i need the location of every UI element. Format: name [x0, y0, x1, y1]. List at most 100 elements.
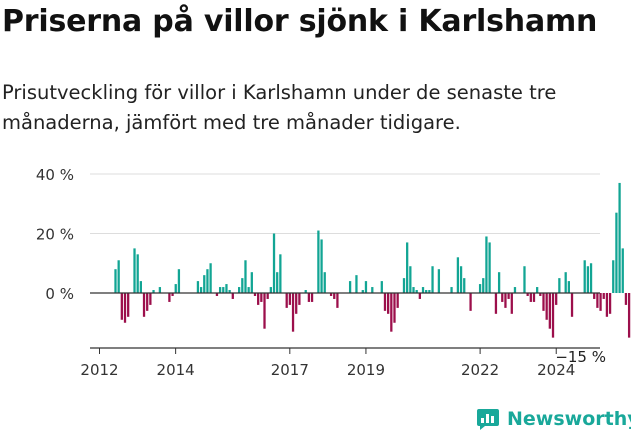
bar: [174, 284, 177, 293]
y-tick-label: 0 %: [45, 285, 74, 303]
grid-lines: [90, 173, 600, 234]
bar: [206, 269, 209, 293]
bar: [567, 281, 570, 293]
bar: [627, 293, 631, 338]
bar: [504, 293, 507, 308]
bars: [114, 182, 631, 338]
bar: [285, 293, 288, 308]
x-tick-label: 2022: [461, 361, 499, 379]
bar: [456, 257, 460, 293]
bar: [231, 293, 234, 299]
bar: [333, 293, 336, 299]
bar: [158, 287, 162, 293]
x-tick-label: 2014: [157, 361, 195, 379]
bar: [247, 287, 250, 293]
bar: [260, 293, 263, 302]
bar: [244, 260, 247, 293]
bar: [269, 287, 272, 293]
x-tick-label: 2019: [347, 361, 385, 379]
last-value-label: −15 %: [555, 348, 606, 366]
bar: [139, 281, 142, 293]
bar: [485, 236, 488, 293]
bar: [329, 293, 333, 296]
bar: [114, 269, 117, 293]
bar: [295, 293, 298, 314]
bar: [497, 272, 501, 293]
x-tick-label: 2024: [537, 361, 575, 379]
bar: [586, 266, 590, 294]
bar: [323, 272, 326, 293]
bar: [589, 263, 593, 293]
bar: [570, 293, 574, 317]
bar: [142, 293, 146, 317]
bar: [418, 293, 421, 299]
bar: [507, 293, 510, 299]
bar: [218, 287, 222, 293]
bar: [482, 278, 485, 294]
bar: [380, 281, 383, 293]
bar: [599, 293, 602, 311]
bar: [120, 293, 123, 320]
bar: [545, 293, 548, 320]
bar: [228, 290, 231, 293]
bar: [149, 293, 152, 305]
bar: [241, 278, 244, 294]
bar: [605, 293, 609, 317]
bar: [279, 254, 282, 293]
bar: [304, 290, 307, 293]
bar: [336, 293, 339, 308]
bar: [222, 287, 225, 293]
bar: [127, 293, 130, 317]
bar: [123, 293, 127, 323]
bar: [291, 293, 295, 332]
x-tick-label: 2017: [271, 361, 309, 379]
bar: [272, 233, 276, 293]
bar: [539, 293, 542, 296]
bar: [532, 293, 536, 302]
bar: [596, 293, 599, 308]
bar: [276, 272, 279, 293]
x-tick-label: 2012: [80, 361, 118, 379]
bar: [415, 290, 418, 293]
bar: [529, 293, 532, 302]
bar: [583, 260, 586, 293]
bar: [355, 275, 358, 293]
bar: [437, 269, 441, 293]
bar: [396, 293, 399, 308]
bar: [459, 266, 463, 294]
bar: [288, 293, 292, 305]
bar: [196, 281, 200, 293]
newsworthy-brand[interactable]: Newsworthy: [476, 407, 631, 431]
bar: [310, 293, 314, 302]
bar: [117, 260, 120, 293]
bar: [371, 287, 374, 293]
bar: [225, 284, 228, 293]
bar: [402, 278, 406, 294]
y-tick-label: 20 %: [36, 226, 74, 244]
bar: [257, 293, 260, 305]
bar: [425, 290, 428, 293]
bar: [431, 266, 434, 294]
bar: [558, 278, 561, 294]
bar: [361, 290, 364, 293]
bar: [253, 293, 257, 296]
bar: [618, 182, 621, 294]
bar: [428, 290, 431, 293]
bar: [555, 293, 558, 305]
bar: [624, 293, 628, 305]
bar: [177, 269, 181, 293]
chart-title: Priserna på villor sjönk i Karlshamn: [2, 4, 598, 39]
bar: [209, 263, 212, 293]
bar: [501, 293, 504, 302]
bar: [348, 281, 352, 293]
bar: [133, 248, 136, 294]
bar: [615, 212, 618, 294]
bar: [307, 293, 311, 302]
bar: [203, 275, 206, 293]
bar: [463, 278, 466, 294]
bar: [469, 293, 472, 311]
bar: [364, 281, 368, 293]
bar: [494, 293, 498, 314]
bar: [551, 293, 555, 338]
bar: [612, 260, 615, 293]
